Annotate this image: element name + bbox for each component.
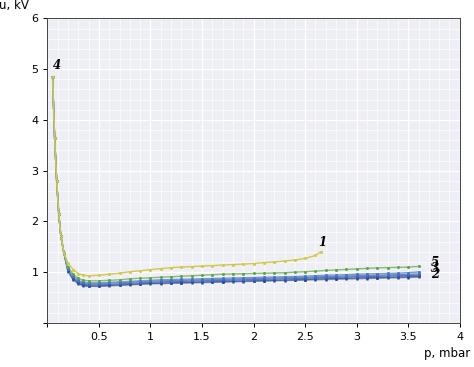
Text: 4: 4 — [53, 59, 61, 72]
Y-axis label: u, kV: u, kV — [0, 0, 29, 12]
X-axis label: p, mbar: p, mbar — [424, 347, 471, 360]
Text: 2: 2 — [431, 268, 439, 281]
Text: 1: 1 — [319, 236, 327, 249]
Text: 3: 3 — [431, 262, 439, 275]
Text: 5: 5 — [431, 256, 439, 269]
